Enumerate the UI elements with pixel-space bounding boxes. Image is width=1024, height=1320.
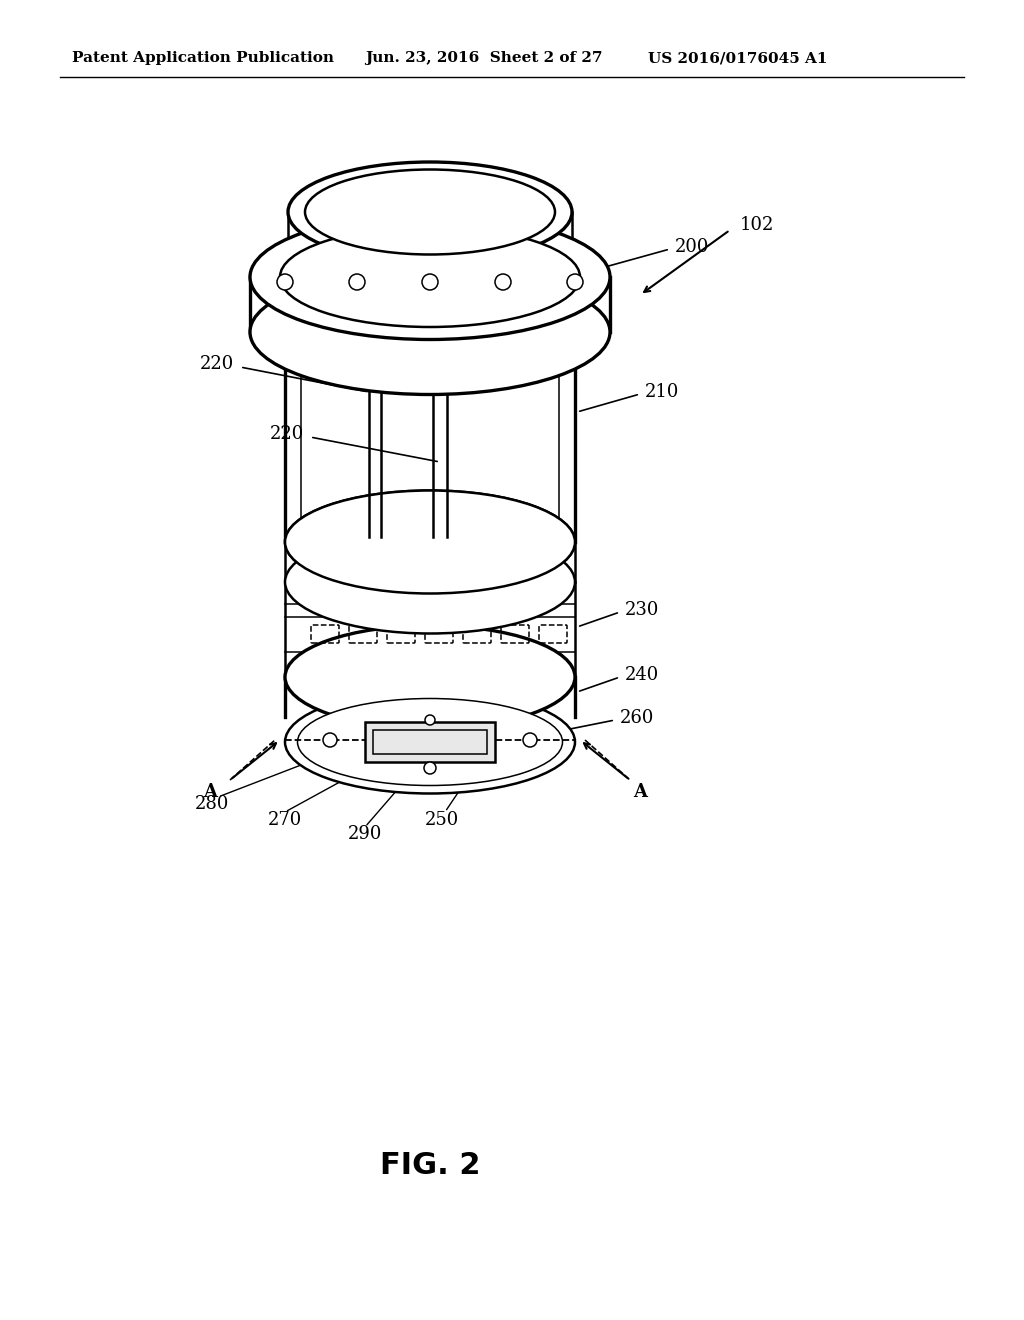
Text: 220: 220: [270, 425, 304, 444]
Text: 270: 270: [268, 810, 302, 829]
Text: 260: 260: [620, 709, 654, 727]
Ellipse shape: [285, 626, 575, 729]
Ellipse shape: [285, 531, 575, 634]
Circle shape: [278, 275, 293, 290]
Circle shape: [425, 715, 435, 725]
Ellipse shape: [285, 690, 575, 793]
Text: Patent Application Publication: Patent Application Publication: [72, 51, 334, 65]
Bar: [365, 722, 495, 762]
Text: 280: 280: [195, 795, 229, 813]
Text: 230: 230: [625, 601, 659, 619]
Circle shape: [349, 275, 365, 290]
Text: A: A: [633, 783, 647, 801]
Ellipse shape: [250, 269, 610, 395]
Ellipse shape: [368, 333, 382, 341]
Text: Jun. 23, 2016  Sheet 2 of 27: Jun. 23, 2016 Sheet 2 of 27: [365, 51, 602, 65]
Ellipse shape: [288, 162, 572, 261]
Bar: [373, 730, 487, 754]
Text: 250: 250: [425, 810, 459, 829]
Circle shape: [523, 733, 537, 747]
Ellipse shape: [285, 491, 575, 594]
Circle shape: [323, 733, 337, 747]
Circle shape: [424, 762, 436, 774]
Text: US 2016/0176045 A1: US 2016/0176045 A1: [648, 51, 827, 65]
Ellipse shape: [280, 227, 580, 327]
Text: 200: 200: [675, 238, 710, 256]
Text: 290: 290: [348, 825, 382, 843]
Ellipse shape: [298, 698, 562, 785]
Ellipse shape: [250, 214, 610, 339]
Text: 210: 210: [645, 383, 679, 401]
Circle shape: [422, 275, 438, 290]
Text: FIG. 2: FIG. 2: [380, 1151, 480, 1180]
Ellipse shape: [285, 491, 575, 594]
Text: A: A: [203, 783, 217, 801]
Circle shape: [495, 275, 511, 290]
Text: 102: 102: [740, 216, 774, 234]
Circle shape: [567, 275, 583, 290]
Text: 220: 220: [200, 355, 234, 374]
Ellipse shape: [305, 169, 555, 255]
Text: 240: 240: [625, 667, 659, 684]
